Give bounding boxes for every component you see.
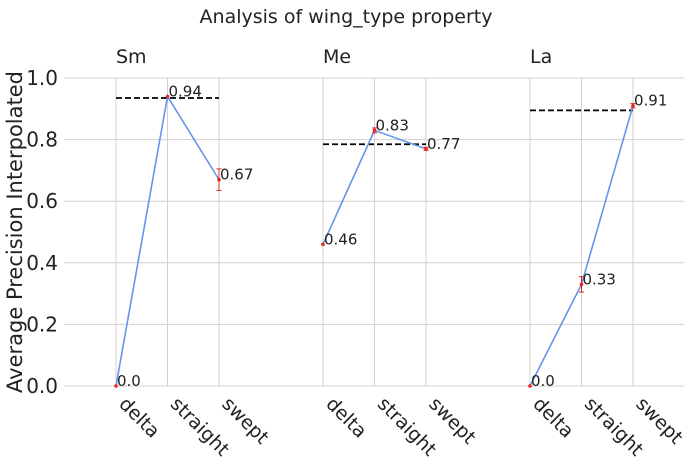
data-point xyxy=(114,384,118,388)
data-label: 0.94 xyxy=(169,82,202,100)
data-label: 0.0 xyxy=(117,372,141,390)
data-label: 0.67 xyxy=(220,166,253,184)
data-point xyxy=(217,177,221,182)
data-point xyxy=(631,103,635,108)
group-label: Sm xyxy=(116,46,147,68)
data-point xyxy=(321,242,325,247)
data-label: 0.46 xyxy=(324,230,357,248)
y-tick-label: 0.0 xyxy=(26,374,58,398)
y-tick-label: 0.2 xyxy=(26,312,58,336)
x-tick-label: delta xyxy=(528,393,578,443)
group-label: La xyxy=(530,46,552,68)
data-label: 0.83 xyxy=(376,116,409,134)
y-tick-label: 0.4 xyxy=(26,251,58,275)
data-point xyxy=(528,384,532,388)
x-tick-label: delta xyxy=(321,393,371,443)
chart-title: Analysis of wing_type property xyxy=(200,6,493,28)
data-point xyxy=(165,94,170,99)
data-label: 0.0 xyxy=(531,372,555,390)
y-axis-label: Average Precision Interpolated xyxy=(3,71,27,393)
data-label: 0.77 xyxy=(427,135,460,153)
data-label: 0.33 xyxy=(583,270,616,288)
data-point xyxy=(372,128,377,133)
y-tick-label: 0.6 xyxy=(26,189,58,213)
data-point xyxy=(579,282,584,287)
x-tick-label: delta xyxy=(114,393,164,443)
y-tick-label: 1.0 xyxy=(26,66,58,90)
data-point xyxy=(424,147,428,151)
grid xyxy=(64,77,684,387)
y-tick-label: 0.8 xyxy=(26,128,58,152)
group-label: Me xyxy=(323,46,351,68)
data-label: 0.91 xyxy=(634,92,667,110)
y-axis: 0.0 0.2 0.4 0.6 0.8 1.0 xyxy=(26,66,58,398)
